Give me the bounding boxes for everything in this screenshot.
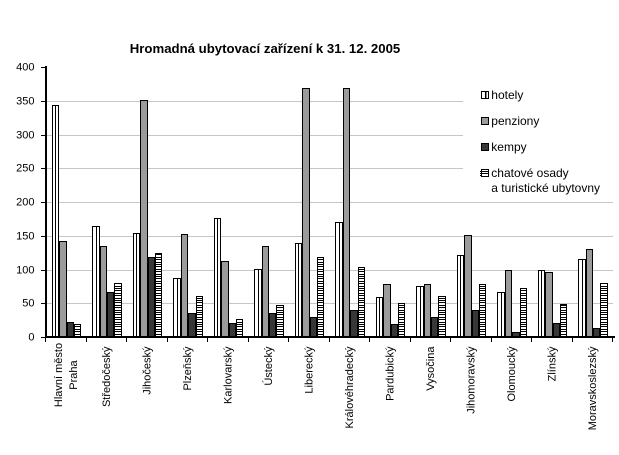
svg-text:0: 0 [28,332,34,344]
svg-text:200: 200 [16,197,34,209]
svg-text:Ústecký: Ústecký [262,346,275,386]
svg-text:150: 150 [16,231,34,243]
svg-text:Liberecký: Liberecký [303,346,315,394]
svg-text:a turistické ubytovny: a turistické ubytovny [491,181,600,195]
svg-text:Hlavní město: Hlavní město [53,343,65,407]
svg-text:penziony: penziony [491,114,539,128]
svg-text:Královéhradecký: Královéhradecký [344,346,356,428]
svg-text:Plzeňský: Plzeňský [182,346,194,391]
svg-text:50: 50 [22,298,34,310]
svg-text:250: 250 [16,163,34,175]
svg-text:Hromadná ubytovací zařízení k: Hromadná ubytovací zařízení k 31. 12. 20… [130,41,400,56]
svg-text:Zlínský: Zlínský [546,346,558,381]
svg-text:350: 350 [16,96,34,108]
svg-text:Středočeský: Středočeský [101,346,113,407]
svg-text:hotely: hotely [491,88,523,102]
svg-text:Jihočeský: Jihočeský [141,346,153,395]
svg-text:Moravskoslezský: Moravskoslezský [587,346,599,430]
svg-text:chatové osady: chatové osady [491,166,568,180]
svg-text:400: 400 [16,62,34,74]
svg-text:Pardubický: Pardubický [384,346,396,401]
svg-text:Olomoucký: Olomoucký [506,346,518,402]
svg-text:Jihomoravský: Jihomoravský [465,346,477,414]
svg-text:300: 300 [16,130,34,142]
svg-text:Praha: Praha [68,359,80,389]
svg-text:Karlovarský: Karlovarský [222,346,234,404]
svg-text:100: 100 [16,265,34,277]
svg-text:kempy: kempy [491,140,526,154]
svg-text:Vysočina: Vysočina [425,346,437,391]
